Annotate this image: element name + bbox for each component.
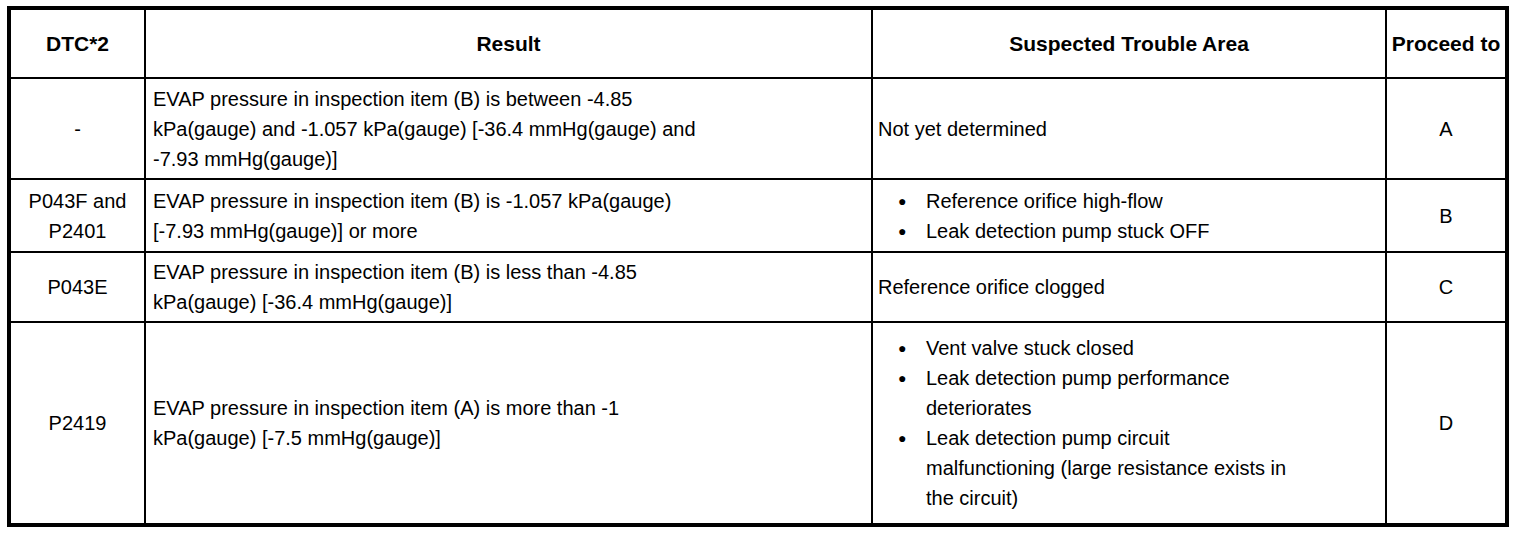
dtc-cell: - — [9, 78, 145, 179]
trouble-line: the circuit) — [926, 483, 1383, 513]
trouble-line: Vent valve stuck closed — [926, 333, 1383, 363]
trouble-line: Reference orifice high-flow — [926, 190, 1163, 212]
document-page: DTC*2 Result Suspected Trouble Area Proc… — [0, 0, 1520, 534]
dtc-cell: P2419 — [9, 322, 145, 525]
result-cell: EVAP pressure in inspection item (A) is … — [145, 322, 872, 525]
trouble-text: Leak detection pump performance deterior… — [926, 363, 1383, 423]
trouble-text: Vent valve stuck closed — [926, 333, 1383, 363]
trouble-area-cell: Reference orifice clogged — [872, 252, 1386, 322]
proceed-to-cell: D — [1386, 322, 1507, 525]
list-item: ● Leak detection pump circuit malfunctio… — [878, 423, 1383, 513]
trouble-text: Reference orifice clogged — [878, 272, 1383, 302]
dtc-value: P043F and — [13, 186, 142, 216]
bullet-icon: ● — [878, 216, 926, 246]
result-line: EVAP pressure in inspection item (B) is … — [153, 186, 869, 216]
trouble-line: malfunctioning (large resistance exists … — [926, 453, 1383, 483]
trouble-area-cell: ● Reference orifice high-flow ● Leak det… — [872, 179, 1386, 252]
bullet-icon: ● — [878, 186, 926, 216]
result-line: EVAP pressure in inspection item (A) is … — [153, 393, 869, 423]
trouble-line: Leak detection pump performance — [926, 363, 1383, 393]
result-line: kPa(gauge) [-36.4 mmHg(gauge)] — [153, 287, 869, 317]
bullet-icon: ● — [878, 333, 926, 363]
dtc-value: - — [13, 114, 142, 144]
table-row-p043e: P043E EVAP pressure in inspection item (… — [9, 252, 1507, 322]
trouble-bullet-list: ● Reference orifice high-flow ● Leak det… — [878, 186, 1383, 246]
table-row-p2419: P2419 EVAP pressure in inspection item (… — [9, 322, 1507, 525]
col-header-trouble-area: Suspected Trouble Area — [872, 8, 1386, 78]
proceed-to-cell: A — [1386, 78, 1507, 179]
trouble-line: deteriorates — [926, 393, 1383, 423]
dtc-value: P043E — [13, 272, 142, 302]
result-line: kPa(gauge) [-7.5 mmHg(gauge)] — [153, 423, 869, 453]
list-item: ● Vent valve stuck closed — [878, 333, 1383, 363]
trouble-text: Reference orifice high-flow — [926, 186, 1383, 216]
trouble-area-cell: ● Vent valve stuck closed ● Leak detecti… — [872, 322, 1386, 525]
trouble-text: Not yet determined — [878, 114, 1383, 144]
result-line: EVAP pressure in inspection item (B) is … — [153, 257, 869, 287]
result-line: [-7.93 mmHg(gauge)] or more — [153, 216, 869, 246]
result-line: -7.93 mmHg(gauge)] — [153, 144, 869, 174]
dtc-value: P2419 — [13, 408, 142, 438]
list-item: ● Reference orifice high-flow — [878, 186, 1383, 216]
proceed-to-cell: B — [1386, 179, 1507, 252]
col-header-proceed-to: Proceed to — [1386, 8, 1507, 78]
trouble-text: Leak detection pump circuit malfunctioni… — [926, 423, 1383, 513]
trouble-text: Leak detection pump stuck OFF — [926, 216, 1383, 246]
trouble-line: Leak detection pump stuck OFF — [926, 220, 1209, 242]
col-header-result: Result — [145, 8, 872, 78]
table-row-no-dtc: - EVAP pressure in inspection item (B) i… — [9, 78, 1507, 179]
bullet-icon: ● — [878, 423, 926, 453]
trouble-area-cell: Not yet determined — [872, 78, 1386, 179]
header-row: DTC*2 Result Suspected Trouble Area Proc… — [9, 8, 1507, 78]
dtc-cell: P043F and P2401 — [9, 179, 145, 252]
result-cell: EVAP pressure in inspection item (B) is … — [145, 179, 872, 252]
list-item: ● Leak detection pump stuck OFF — [878, 216, 1383, 246]
result-cell: EVAP pressure in inspection item (B) is … — [145, 252, 872, 322]
proceed-to-cell: C — [1386, 252, 1507, 322]
col-header-dtc: DTC*2 — [9, 8, 145, 78]
result-line: kPa(gauge) and -1.057 kPa(gauge) [-36.4 … — [153, 114, 869, 144]
table-row-p043f-p2401: P043F and P2401 EVAP pressure in inspect… — [9, 179, 1507, 252]
trouble-line: Leak detection pump circuit — [926, 423, 1383, 453]
result-line: EVAP pressure in inspection item (B) is … — [153, 84, 869, 114]
result-cell: EVAP pressure in inspection item (B) is … — [145, 78, 872, 179]
bullet-icon: ● — [878, 363, 926, 393]
list-item: ● Leak detection pump performance deteri… — [878, 363, 1383, 423]
dtc-value: P2401 — [13, 216, 142, 246]
diagnostic-result-table: DTC*2 Result Suspected Trouble Area Proc… — [7, 6, 1509, 527]
trouble-bullet-list: ● Vent valve stuck closed ● Leak detecti… — [878, 333, 1383, 513]
dtc-cell: P043E — [9, 252, 145, 322]
